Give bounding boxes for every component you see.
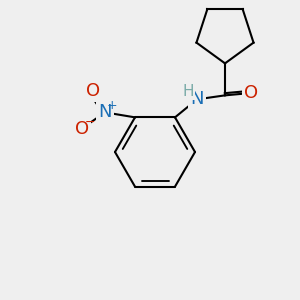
- Text: N: N: [190, 90, 204, 108]
- Text: O: O: [244, 84, 258, 102]
- Text: O: O: [75, 120, 89, 138]
- Text: −: −: [85, 116, 95, 129]
- Text: H: H: [182, 84, 194, 99]
- Text: +: +: [107, 99, 117, 112]
- Text: N: N: [98, 103, 112, 122]
- Text: O: O: [86, 82, 100, 100]
